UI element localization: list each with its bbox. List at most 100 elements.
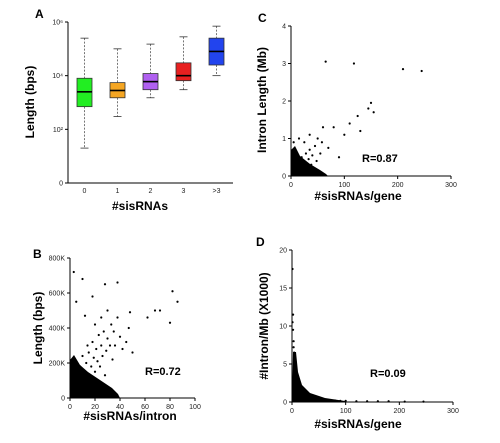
- panel-d-y-axis-title: #Intron/Mb (X1000): [257, 272, 271, 379]
- panel-a-box-3: [175, 36, 192, 91]
- panel-b-point: [105, 349, 108, 352]
- panel-d-point: [291, 267, 294, 271]
- panel-a-x-axis-title: #sisRNAs: [112, 199, 168, 213]
- panel-b-point: [110, 323, 113, 326]
- panel-d-point: [297, 381, 300, 384]
- panel-b-point: [171, 290, 174, 293]
- panel-c-point: [313, 144, 317, 148]
- panel-b-point: [73, 386, 77, 389]
- panel-b-y-tick-label: 200K: [49, 361, 66, 368]
- panel-c-point: [300, 156, 303, 159]
- panel-a-y-tick-label: 10²: [53, 127, 64, 134]
- panel-a-x-tick-label: >3: [213, 188, 221, 195]
- panel-c-point: [307, 158, 310, 161]
- panel-b-x-axis-title: #sisRNAs/intron: [83, 409, 176, 423]
- panel-d-point: [307, 396, 310, 399]
- panel-b-point: [85, 361, 88, 365]
- panel-b-dense-cluster: [70, 355, 120, 398]
- panel-b-point: [91, 295, 94, 298]
- panel-b-point: [81, 377, 84, 380]
- panel-c-point: [369, 101, 373, 104]
- panel-d-dense-cluster: [292, 352, 345, 402]
- panel-c-point: [308, 133, 311, 136]
- panel-b-point: [86, 344, 89, 347]
- panel-b-point: [113, 344, 117, 347]
- panel-b-point: [81, 277, 84, 281]
- panel-d-point: [422, 400, 425, 403]
- panel-b-point: [71, 382, 74, 386]
- panel-b-y-tick-label: 0: [61, 396, 65, 403]
- panel-d-y-tick-label: 15: [279, 286, 287, 293]
- panel-d-point: [291, 321, 294, 324]
- panel-b-point: [158, 309, 162, 312]
- panel-b-point: [128, 311, 132, 314]
- panel-c-y-tick-label: 4: [282, 24, 286, 31]
- panel-b-point: [98, 365, 102, 368]
- panel-d-point: [299, 387, 302, 390]
- panel-a-y-tick-label: 10⁴: [52, 73, 63, 80]
- panel-d-y-tick-label: 0: [283, 400, 287, 407]
- panel-c-point: [295, 163, 298, 166]
- panel-b-point: [76, 389, 79, 393]
- panel-b-y-tick-label: 800K: [49, 256, 66, 263]
- panel-c-y-tick-label: 2: [282, 99, 286, 106]
- panel-a-box-4: [208, 25, 225, 77]
- panel-b-point: [71, 391, 74, 394]
- panel-d-point: [317, 398, 320, 401]
- panel-b-point: [97, 333, 100, 337]
- panel-b-point: [93, 370, 97, 373]
- panel-b-point: [72, 393, 75, 396]
- panel-d-point: [294, 364, 297, 367]
- panel-b-point: [77, 381, 80, 384]
- panel-c-point: [303, 161, 306, 164]
- panel-b-point: [83, 314, 87, 317]
- panel-d-point: [328, 399, 331, 402]
- panel-b-point: [103, 283, 107, 286]
- panel-b-point: [121, 347, 124, 351]
- panel-d: D 0 5 10 15 20 0 100 200 300 R=0.09 #sisRNAs/ge…: [256, 235, 459, 431]
- panel-c-point: [292, 170, 295, 173]
- panel-b-point: [153, 309, 157, 312]
- panel-d-x-axis-title: #sisRNAs/gene: [314, 417, 402, 431]
- panel-c-point: [321, 126, 325, 129]
- panel-a: A 10⁶ 10⁴ 10² 0 0 1 2 3 >3 #sisRNAs Length (bps…: [23, 7, 233, 213]
- panel-a-x-tick-label: 3: [182, 188, 186, 195]
- panel-b-point: [102, 330, 105, 333]
- panel-c-point: [348, 122, 351, 125]
- panel-c-point: [420, 69, 423, 73]
- panel-b-point: [70, 388, 73, 391]
- panel-b-point: [83, 370, 87, 373]
- panel-c-x-tick-label: 100: [338, 182, 350, 189]
- panel-c-point: [320, 141, 324, 144]
- panel-d-point: [300, 389, 303, 392]
- panel-a-y-axis-title: Length (bps): [23, 66, 37, 139]
- panel-b-point: [80, 386, 83, 389]
- panel-c-x-axis-title: #sisRNAs/gene: [314, 189, 402, 203]
- panel-c-x-tick-label: 0: [289, 182, 293, 189]
- panel-b-point: [168, 321, 172, 324]
- panel-b-point: [81, 354, 84, 358]
- panel-b-y-axis-title: Length (bps): [31, 292, 45, 365]
- panel-c-point: [308, 148, 311, 151]
- panel-c-point: [299, 165, 302, 168]
- panel-a-y-tick-label: 10⁶: [52, 20, 63, 27]
- panel-c-point: [297, 159, 301, 163]
- panel-b-point: [125, 340, 128, 344]
- panel-b-point: [131, 351, 134, 354]
- panel-b-x-tick-label: 100: [189, 404, 201, 411]
- panel-b-point: [78, 392, 82, 395]
- panel-c-point: [301, 169, 304, 172]
- panel-b-point: [112, 330, 115, 333]
- panel-c-y-tick-label: 3: [282, 61, 286, 68]
- panel-c-point: [356, 114, 359, 118]
- panel-c-x-tick-label: 200: [392, 182, 404, 189]
- panel-d-point: [315, 397, 318, 401]
- panel-a-box-0: [76, 37, 93, 149]
- panel-c-point: [294, 171, 297, 175]
- panel-b-point: [90, 365, 93, 368]
- panel-d-point: [305, 394, 309, 398]
- panel-d-x-tick-label: 300: [447, 408, 459, 415]
- panel-d-point: [291, 313, 295, 316]
- panel-c-point: [316, 137, 319, 140]
